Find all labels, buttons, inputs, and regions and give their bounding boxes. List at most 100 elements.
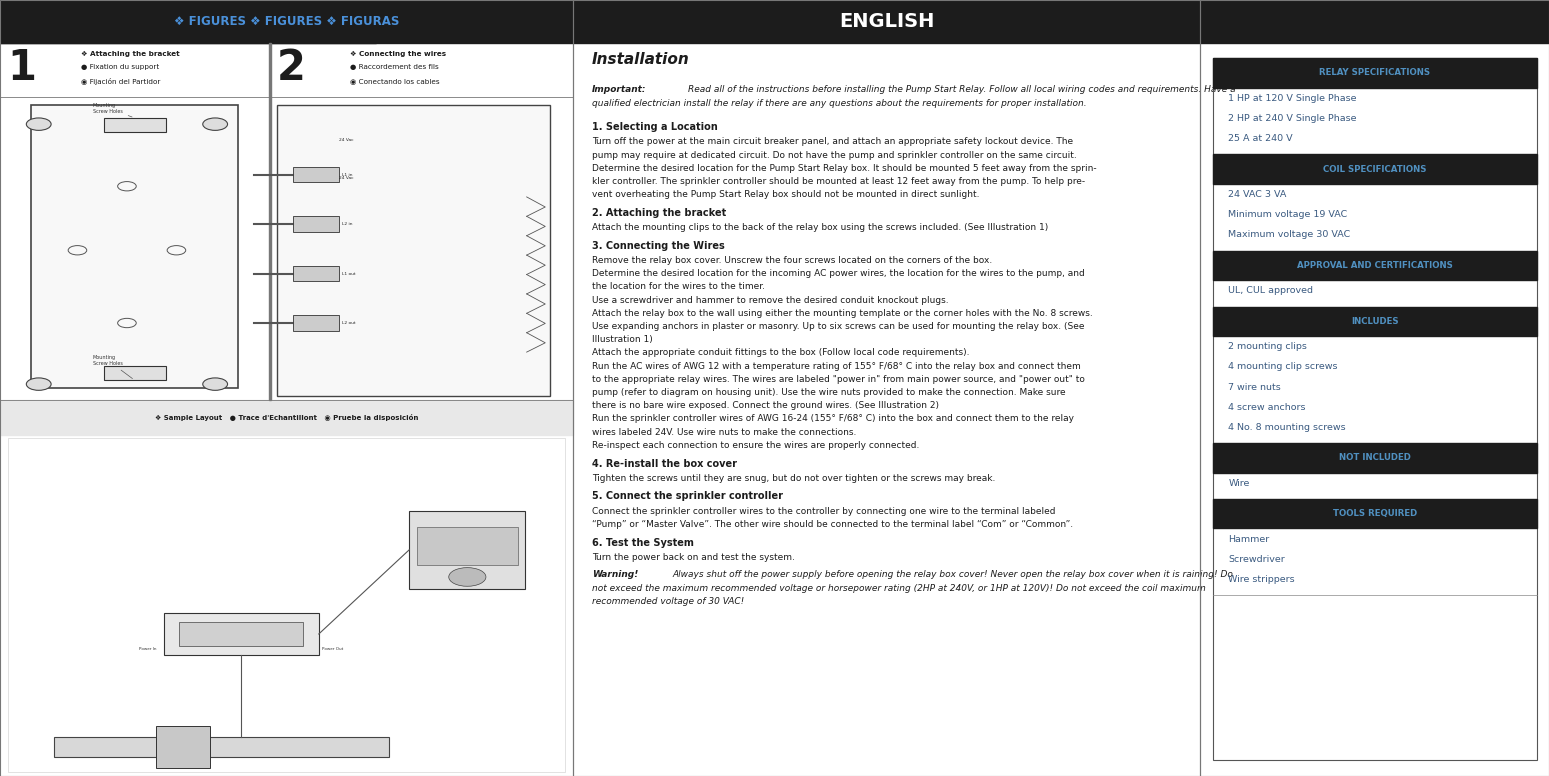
Text: NOT INCLUDED: NOT INCLUDED bbox=[1338, 453, 1411, 462]
Text: Minimum voltage 19 VAC: Minimum voltage 19 VAC bbox=[1228, 210, 1348, 220]
Bar bbox=[0, 43, 573, 776]
Text: L2 in: L2 in bbox=[342, 222, 353, 226]
Bar bbox=[417, 527, 517, 565]
Bar bbox=[573, 43, 1200, 776]
Bar bbox=[293, 167, 339, 182]
Text: 2 mounting clips: 2 mounting clips bbox=[1228, 342, 1307, 352]
Text: to the appropriate relay wires. The wires are labeled "power in" from main power: to the appropriate relay wires. The wire… bbox=[592, 375, 1084, 384]
Text: 25 A at 240 V: 25 A at 240 V bbox=[1228, 134, 1293, 144]
Text: ◉ Conectando los cables: ◉ Conectando los cables bbox=[350, 78, 440, 85]
Circle shape bbox=[449, 568, 486, 587]
Text: Attach the relay box to the wall using either the mounting template or the corne: Attach the relay box to the wall using e… bbox=[592, 309, 1092, 318]
Text: Warning!: Warning! bbox=[592, 570, 638, 580]
Text: Mounting
Screw Holes: Mounting Screw Holes bbox=[93, 355, 133, 379]
Text: ❖ Attaching the bracket: ❖ Attaching the bracket bbox=[81, 50, 180, 57]
Text: Maximum voltage 30 VAC: Maximum voltage 30 VAC bbox=[1228, 230, 1351, 240]
Text: Illustration 1): Illustration 1) bbox=[592, 335, 652, 345]
Text: 6. Test the System: 6. Test the System bbox=[592, 538, 694, 548]
Text: Use expanding anchors in plaster or masonry. Up to six screws can be used for mo: Use expanding anchors in plaster or maso… bbox=[592, 322, 1084, 331]
Bar bbox=[1200, 0, 1549, 43]
Text: Remove the relay box cover. Unscrew the four screws located on the corners of th: Remove the relay box cover. Unscrew the … bbox=[592, 256, 991, 265]
Text: ❖ Connecting the wires: ❖ Connecting the wires bbox=[350, 50, 446, 57]
Text: “Pump” or “Master Valve”. The other wire should be connected to the terminal lab: “Pump” or “Master Valve”. The other wire… bbox=[592, 520, 1073, 529]
Text: 7 wire nuts: 7 wire nuts bbox=[1228, 383, 1281, 392]
Text: Screwdriver: Screwdriver bbox=[1228, 555, 1286, 564]
Text: L1 in: L1 in bbox=[342, 172, 353, 177]
Circle shape bbox=[203, 118, 228, 130]
Circle shape bbox=[26, 378, 51, 390]
Text: Read all of the instructions before installing the Pump Start Relay. Follow all : Read all of the instructions before inst… bbox=[688, 85, 1236, 94]
Bar bbox=[0, 0, 573, 43]
Text: 4 screw anchors: 4 screw anchors bbox=[1228, 403, 1306, 412]
Text: 3. Connecting the Wires: 3. Connecting the Wires bbox=[592, 241, 725, 251]
Text: Attach the appropriate conduit fittings to the box (Follow local code requiremen: Attach the appropriate conduit fittings … bbox=[592, 348, 970, 358]
Bar bbox=[1213, 443, 1537, 473]
Text: RELAY SPECIFICATIONS: RELAY SPECIFICATIONS bbox=[1320, 68, 1430, 78]
Text: 4 mounting clip screws: 4 mounting clip screws bbox=[1228, 362, 1338, 372]
Text: the location for the wires to the timer.: the location for the wires to the timer. bbox=[592, 282, 765, 292]
Text: Hammer: Hammer bbox=[1228, 535, 1270, 544]
Text: 24 Vac: 24 Vac bbox=[339, 175, 353, 179]
Text: 2 HP at 240 V Single Phase: 2 HP at 240 V Single Phase bbox=[1228, 114, 1357, 123]
Text: recommended voltage of 30 VAC!: recommended voltage of 30 VAC! bbox=[592, 597, 744, 606]
Text: not exceed the maximum recommended voltage or horsepower rating (2HP at 240V, or: not exceed the maximum recommended volta… bbox=[592, 584, 1205, 593]
Text: pump may require at dedicated circuit. Do not have the pump and sprinkler contro: pump may require at dedicated circuit. D… bbox=[592, 151, 1077, 160]
Text: COIL SPECIFICATIONS: COIL SPECIFICATIONS bbox=[1323, 165, 1427, 174]
Text: 5. Connect the sprinkler controller: 5. Connect the sprinkler controller bbox=[592, 491, 782, 501]
Text: Attach the mounting clips to the back of the relay box using the screws included: Attach the mounting clips to the back of… bbox=[592, 223, 1049, 233]
Text: 24 Vac: 24 Vac bbox=[339, 137, 353, 142]
Bar bbox=[104, 118, 166, 132]
Text: 2: 2 bbox=[277, 47, 307, 88]
Text: Tighten the screws until they are snug, but do not over tighten or the screws ma: Tighten the screws until they are snug, … bbox=[592, 474, 994, 483]
Text: APPROVAL AND CERTIFICATIONS: APPROVAL AND CERTIFICATIONS bbox=[1297, 261, 1453, 270]
Text: Run the sprinkler controller wires of AWG 16-24 (155° F/68° C) into the box and : Run the sprinkler controller wires of AW… bbox=[592, 414, 1073, 424]
Text: 1: 1 bbox=[8, 47, 37, 88]
Text: INCLUDES: INCLUDES bbox=[1351, 317, 1399, 326]
Text: there is no bare wire exposed. Connect the ground wires. (See Illustration 2): there is no bare wire exposed. Connect t… bbox=[592, 401, 939, 411]
Text: Use a screwdriver and hammer to remove the desired conduit knockout plugs.: Use a screwdriver and hammer to remove t… bbox=[592, 296, 948, 305]
Bar bbox=[1213, 499, 1537, 528]
Text: 1. Selecting a Location: 1. Selecting a Location bbox=[592, 122, 717, 132]
Text: ❖ Sample Layout   ● Trace d'Echantillont   ◉ Pruebe la disposición: ❖ Sample Layout ● Trace d'Echantillont ◉… bbox=[155, 414, 418, 421]
Circle shape bbox=[26, 118, 51, 130]
Text: Installation: Installation bbox=[592, 52, 689, 67]
Bar bbox=[1213, 307, 1537, 336]
Bar bbox=[1213, 154, 1537, 184]
Bar bbox=[31, 105, 239, 388]
Text: Wire strippers: Wire strippers bbox=[1228, 575, 1295, 584]
Text: ❖ FIGURES ❖ FIGURES ❖ FIGURAS: ❖ FIGURES ❖ FIGURES ❖ FIGURAS bbox=[173, 15, 400, 28]
Bar bbox=[0, 400, 573, 435]
Text: pump (refer to diagram on housing unit). Use the wire nuts provided to make the : pump (refer to diagram on housing unit).… bbox=[592, 388, 1066, 397]
Text: 1 HP at 120 V Single Phase: 1 HP at 120 V Single Phase bbox=[1228, 94, 1357, 103]
Bar bbox=[1213, 251, 1537, 280]
Text: TOOLS REQUIRED: TOOLS REQUIRED bbox=[1332, 509, 1417, 518]
Text: qualified electrician install the relay if there are any questions about the req: qualified electrician install the relay … bbox=[592, 99, 1086, 108]
Bar bbox=[573, 0, 1200, 776]
Text: ● Raccordement des fils: ● Raccordement des fils bbox=[350, 64, 438, 71]
Text: Turn off the power at the main circuit breaker panel, and attach an appropriate : Turn off the power at the main circuit b… bbox=[592, 137, 1073, 147]
Bar bbox=[0, 0, 376, 43]
Text: 4 No. 8 mounting screws: 4 No. 8 mounting screws bbox=[1228, 423, 1346, 432]
Text: ◉ Fijación del Partidor: ◉ Fijación del Partidor bbox=[81, 78, 160, 85]
Text: Connect the sprinkler controller wires to the controller by connecting one wire : Connect the sprinkler controller wires t… bbox=[592, 507, 1055, 516]
Bar bbox=[293, 315, 339, 331]
Text: 2. Attaching the bracket: 2. Attaching the bracket bbox=[592, 208, 726, 218]
Bar bbox=[164, 613, 319, 655]
Text: kler controller. The sprinkler controller should be mounted at least 12 feet awa: kler controller. The sprinkler controlle… bbox=[592, 177, 1084, 186]
Text: 24 VAC 3 VA: 24 VAC 3 VA bbox=[1228, 190, 1287, 199]
Text: Important:: Important: bbox=[592, 85, 646, 94]
Text: L1 out: L1 out bbox=[342, 272, 356, 275]
Bar bbox=[1213, 58, 1537, 760]
Text: Determine the desired location for the incoming AC power wires, the location for: Determine the desired location for the i… bbox=[592, 269, 1084, 279]
Bar bbox=[54, 737, 389, 757]
Bar bbox=[156, 726, 211, 768]
Bar bbox=[104, 366, 166, 380]
Text: wires labeled 24V. Use wire nuts to make the connections.: wires labeled 24V. Use wire nuts to make… bbox=[592, 428, 857, 437]
Bar bbox=[277, 105, 550, 396]
Text: ● Fixation du support: ● Fixation du support bbox=[81, 64, 160, 71]
Text: Always shut off the power supply before opening the relay box cover! Never open : Always shut off the power supply before … bbox=[672, 570, 1233, 580]
Text: Determine the desired location for the Pump Start Relay box. It should be mounte: Determine the desired location for the P… bbox=[592, 164, 1097, 173]
Text: 4. Re-install the box cover: 4. Re-install the box cover bbox=[592, 459, 737, 469]
Text: UL, CUL approved: UL, CUL approved bbox=[1228, 286, 1314, 296]
Text: Wire: Wire bbox=[1228, 479, 1250, 488]
